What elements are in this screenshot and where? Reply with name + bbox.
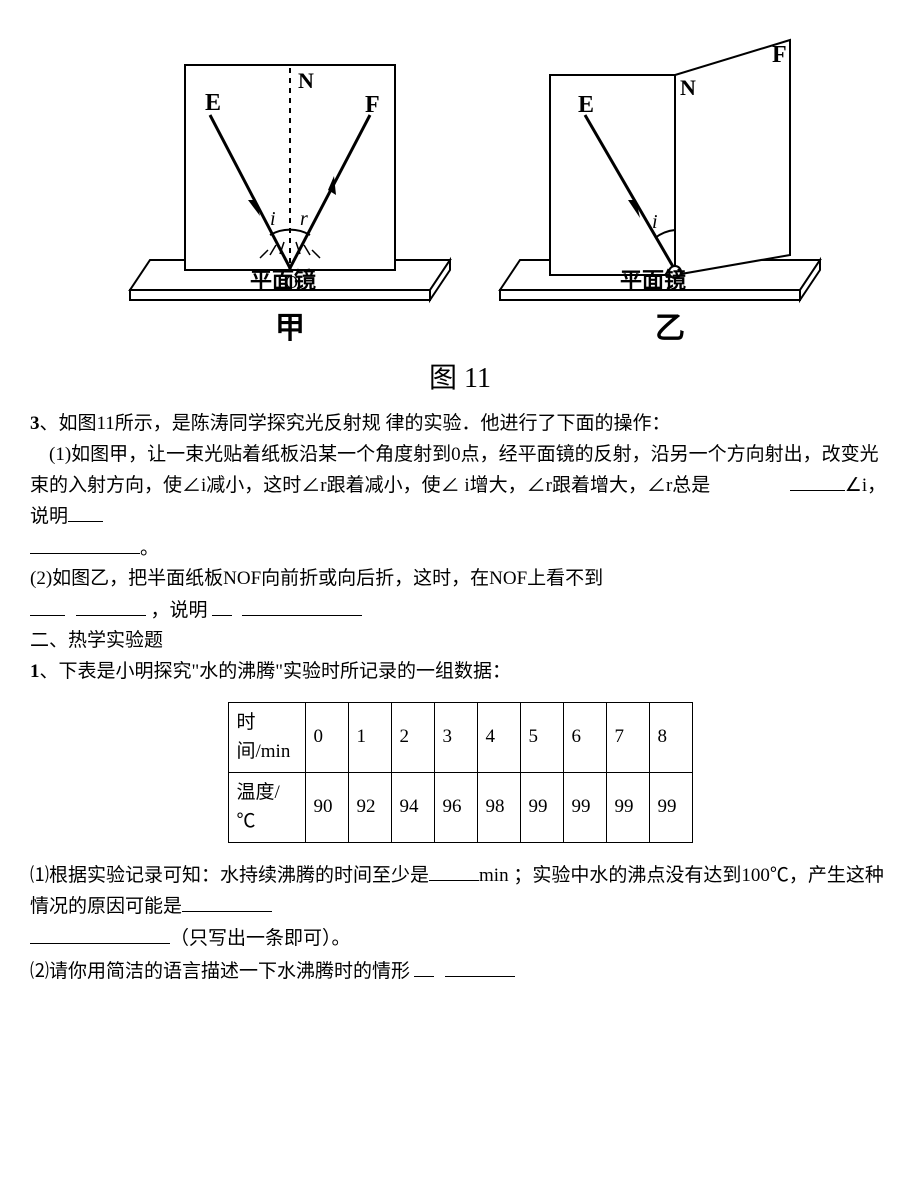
q3-part1: (1)如图甲，让一束光贴着纸板沿某一个角度射到0点，经平面镜的反射，沿另一个方向… bbox=[30, 441, 890, 564]
svg-text:E: E bbox=[578, 92, 594, 118]
blank bbox=[30, 532, 140, 554]
blank bbox=[429, 859, 479, 881]
s2-q1-part1: ⑴根据实验记录可知：水持续沸腾的时间至少是min ；实验中水的沸点没有达到100… bbox=[30, 859, 890, 953]
figure-11: E N F i r O 平面镜 甲 E N F i 平面镜 乙 bbox=[30, 20, 890, 350]
blank bbox=[212, 594, 232, 616]
blank bbox=[445, 955, 515, 977]
table-cell: 96 bbox=[434, 773, 477, 843]
q3-part2: (2)如图乙，把半面纸板NOF向前折或向后折，这时，在NOF上看不到 ，说明 bbox=[30, 565, 890, 625]
svg-text:r: r bbox=[300, 208, 308, 230]
blank bbox=[242, 594, 362, 616]
table-cell: 99 bbox=[649, 773, 692, 843]
q3-intro-text: 如图11所示，是陈涛同学探究光反射规 律的实验．他进行了下面的操作： bbox=[59, 413, 671, 434]
table-cell: 90 bbox=[305, 773, 348, 843]
svg-text:平面镜: 平面镜 bbox=[620, 268, 686, 293]
figure-caption: 图 11 bbox=[30, 358, 890, 400]
s2-q1-number: 1 bbox=[30, 661, 40, 682]
svg-text:i: i bbox=[652, 211, 658, 233]
section2-heading: 二、热学实验题 bbox=[30, 627, 890, 656]
table-cell: 98 bbox=[477, 773, 520, 843]
blank bbox=[182, 890, 272, 912]
table-cell: 8 bbox=[649, 703, 692, 773]
blank bbox=[30, 594, 65, 616]
svg-text:F: F bbox=[772, 42, 787, 68]
row-header: 时间/min bbox=[228, 703, 305, 773]
reflection-diagram: E N F i r O 平面镜 甲 E N F i 平面镜 乙 bbox=[90, 20, 830, 350]
svg-text:乙: 乙 bbox=[655, 312, 685, 345]
q3-intro: 3、如图11所示，是陈涛同学探究光反射规 律的实验．他进行了下面的操作： bbox=[30, 410, 890, 439]
table-cell: 99 bbox=[563, 773, 606, 843]
svg-text:E: E bbox=[205, 90, 221, 116]
table-cell: 3 bbox=[434, 703, 477, 773]
table-row: 时间/min 0 1 2 3 4 5 6 7 8 bbox=[228, 703, 692, 773]
s2-q1-part2: ⑵请你用简洁的语言描述一下水沸腾时的情形 bbox=[30, 955, 890, 986]
table-cell: 1 bbox=[348, 703, 391, 773]
blank bbox=[790, 469, 845, 491]
boiling-data-table: 时间/min 0 1 2 3 4 5 6 7 8 温度/℃ 90 92 94 9… bbox=[228, 702, 693, 843]
blank bbox=[414, 955, 434, 977]
svg-text:F: F bbox=[365, 92, 380, 118]
table-cell: 99 bbox=[606, 773, 649, 843]
table-cell: 4 bbox=[477, 703, 520, 773]
svg-text:i: i bbox=[270, 208, 276, 230]
svg-text:甲: 甲 bbox=[275, 312, 305, 345]
blank bbox=[68, 500, 103, 522]
table-cell: 92 bbox=[348, 773, 391, 843]
q3-number: 3 bbox=[30, 413, 40, 434]
svg-text:N: N bbox=[680, 75, 696, 100]
table-cell: 6 bbox=[563, 703, 606, 773]
row-header: 温度/℃ bbox=[228, 773, 305, 843]
svg-text:平面镜: 平面镜 bbox=[250, 268, 316, 293]
table-cell: 99 bbox=[520, 773, 563, 843]
blank bbox=[30, 922, 170, 944]
svg-text:N: N bbox=[298, 68, 314, 93]
table-row: 温度/℃ 90 92 94 96 98 99 99 99 99 bbox=[228, 773, 692, 843]
table-cell: 2 bbox=[391, 703, 434, 773]
table-cell: 5 bbox=[520, 703, 563, 773]
s2-q1-intro: 1、下表是小明探究"水的沸腾"实验时所记录的一组数据： bbox=[30, 658, 890, 687]
table-cell: 0 bbox=[305, 703, 348, 773]
table-cell: 7 bbox=[606, 703, 649, 773]
table-cell: 94 bbox=[391, 773, 434, 843]
blank bbox=[76, 594, 146, 616]
